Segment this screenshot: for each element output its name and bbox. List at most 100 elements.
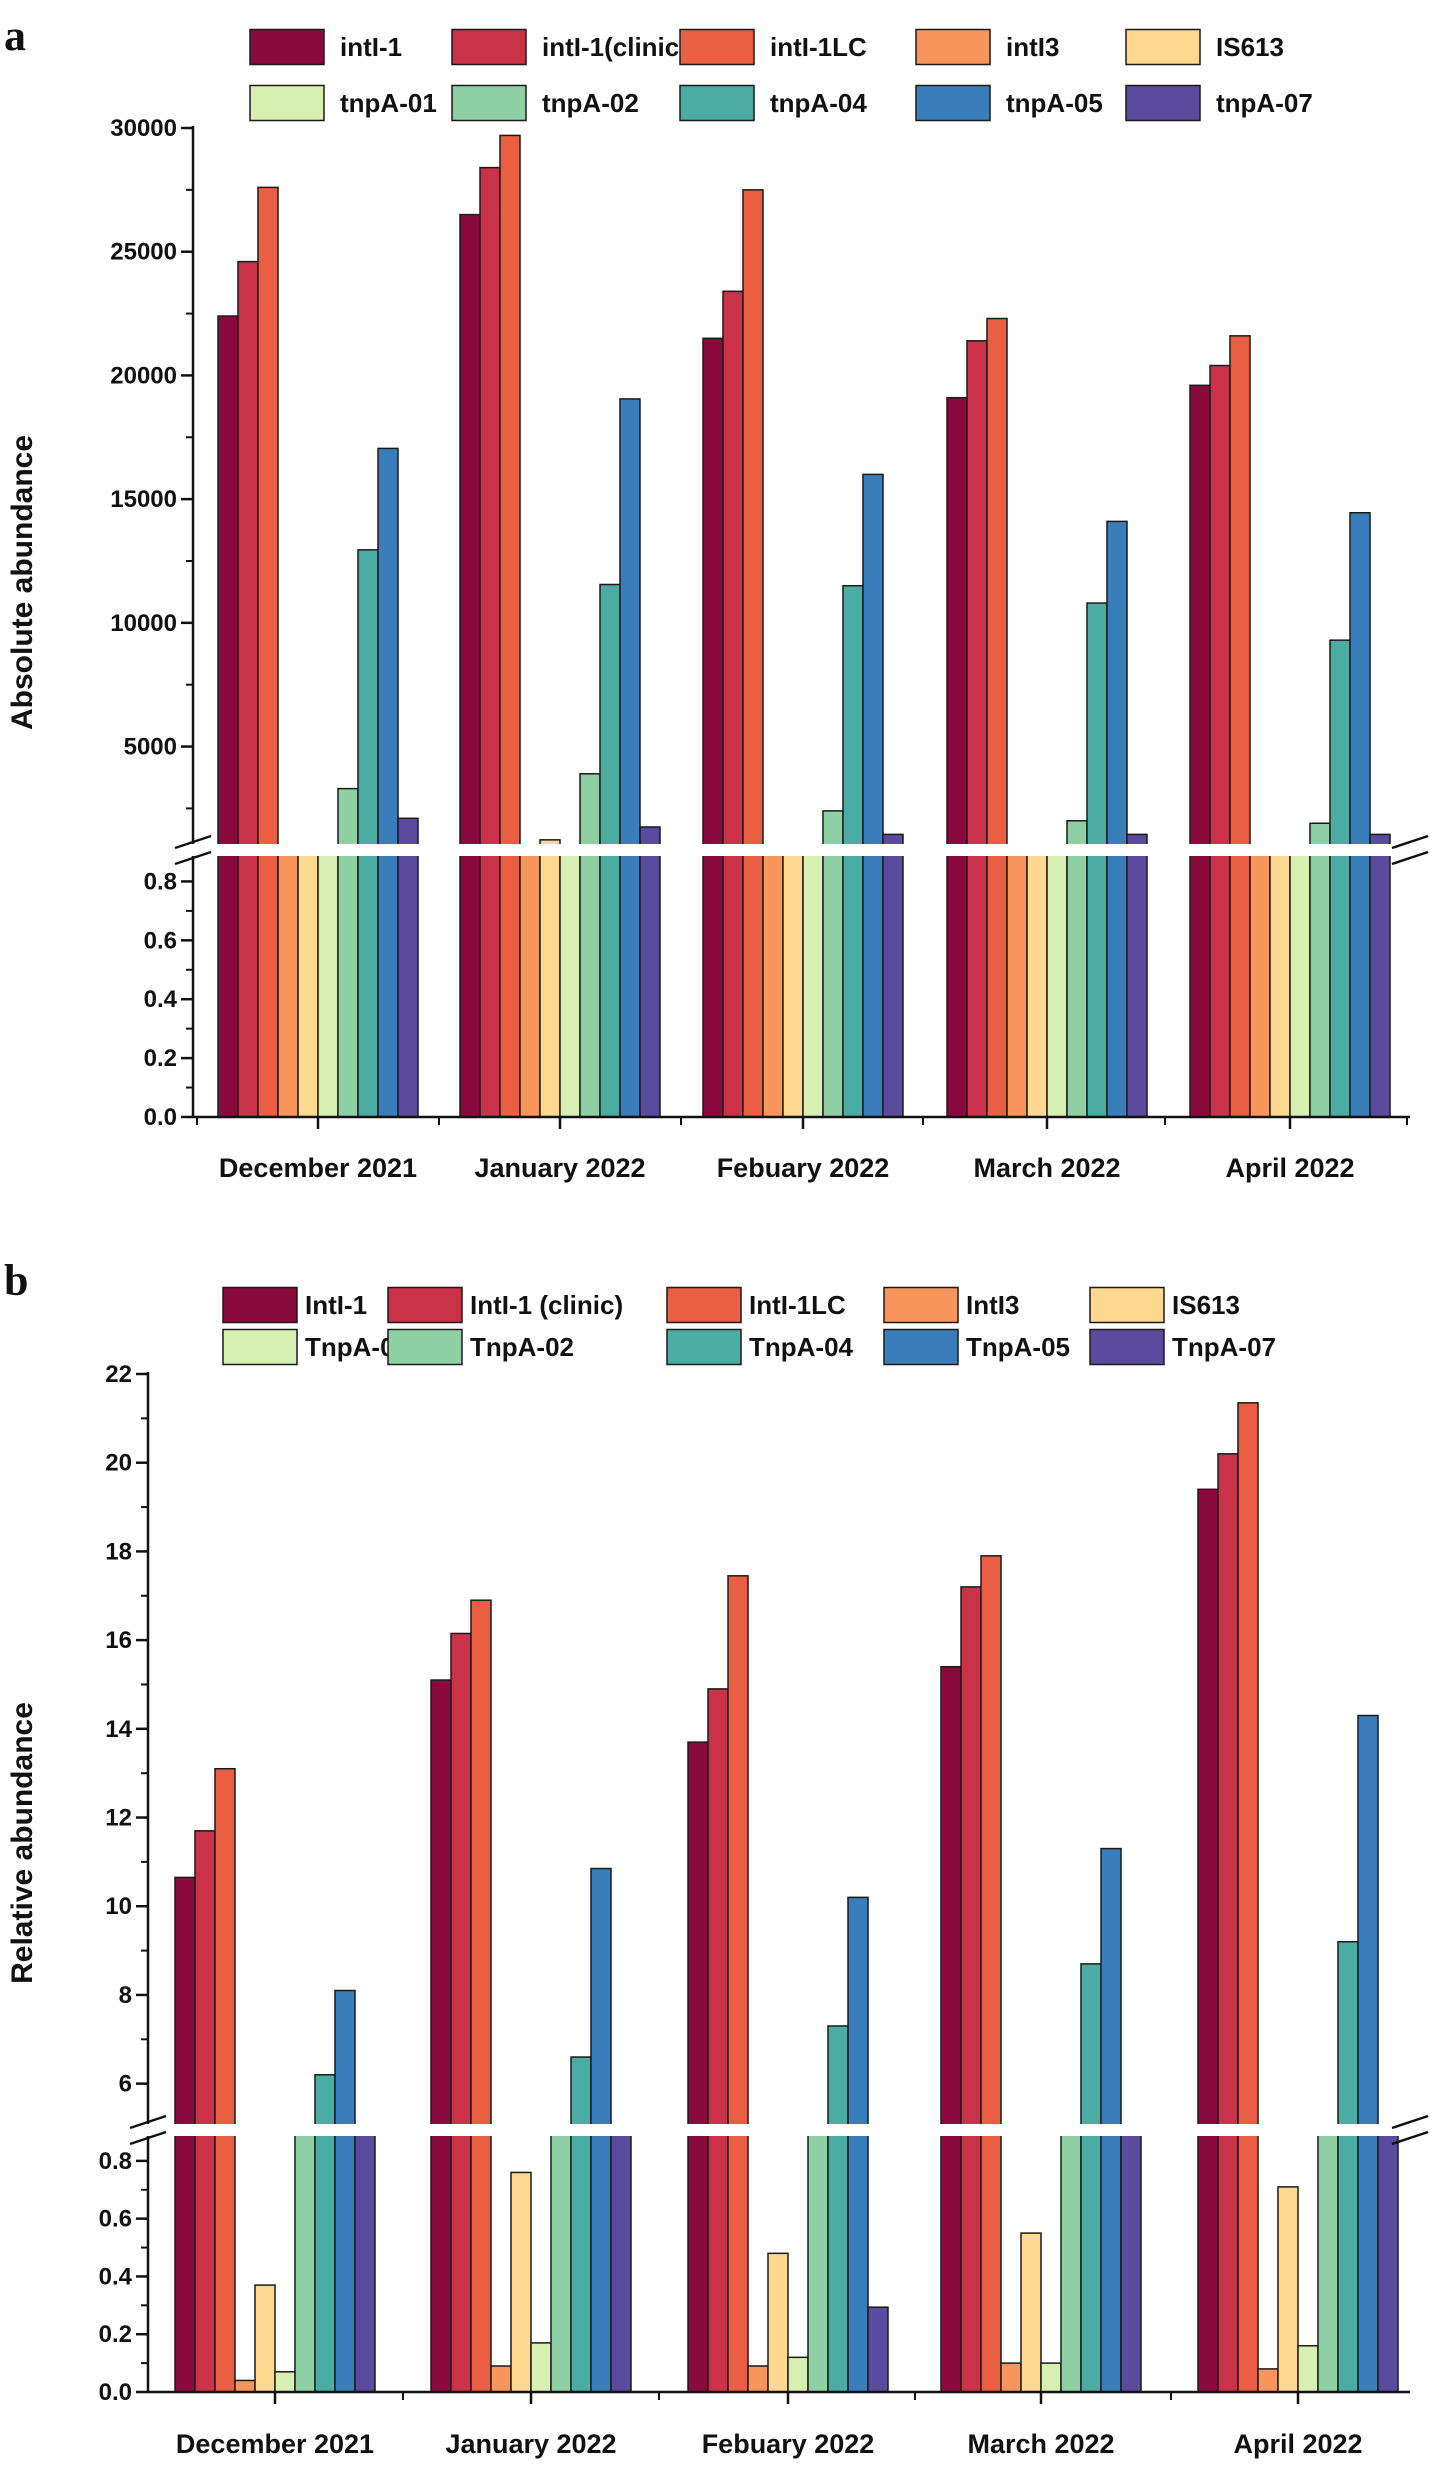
legend-label-IS613: IS613 bbox=[1172, 1290, 1240, 1320]
bar-intI-1(clinic)-4 bbox=[1209, 364, 1231, 1118]
legend-swatch-IntI-1LC bbox=[666, 1286, 742, 1324]
x-tick-label: December 2021 bbox=[219, 1153, 417, 1183]
y-tick-label-upper: 15000 bbox=[110, 486, 177, 513]
legend-label-tnpA-02: tnpA-02 bbox=[542, 88, 639, 118]
bar-tnpA-02-3 bbox=[1066, 820, 1088, 1118]
legend-swatch-IntI-1 (clinic) bbox=[387, 1286, 463, 1324]
x-tick-label: December 2021 bbox=[176, 2429, 374, 2459]
y-tick-label-lower: 0.4 bbox=[144, 986, 178, 1013]
bar-IntI-1LC-3 bbox=[980, 1555, 1002, 2393]
bar-intI-1LC-4 bbox=[1229, 335, 1251, 1118]
bar-tnpA-07-4 bbox=[1369, 833, 1391, 1118]
bar-TnpA-05-3 bbox=[1100, 1847, 1122, 2393]
bar-TnpA-02-3 bbox=[1060, 2131, 1082, 2393]
bar-intI-1LC-3 bbox=[986, 317, 1008, 1118]
y-tick-label-lower: 0.0 bbox=[99, 2379, 132, 2406]
bar-TnpA-02-2 bbox=[807, 2131, 829, 2393]
y-tick-label-lower: 0.6 bbox=[99, 2206, 132, 2233]
y-tick-label-upper: 22 bbox=[105, 1361, 132, 1388]
legend-label-TnpA-04: TnpA-04 bbox=[749, 1332, 854, 1362]
legend-swatch-IntI3 bbox=[883, 1286, 959, 1324]
legend-swatch-intI-1(clinic) bbox=[451, 28, 527, 66]
y-tick-label-upper: 20000 bbox=[110, 362, 177, 389]
bar-intI-1(clinic)-0 bbox=[237, 260, 259, 1118]
bar-intI-1(clinic)-3 bbox=[966, 340, 988, 1118]
legend-swatch-intI-1 bbox=[249, 28, 325, 66]
x-tick-label: April 2022 bbox=[1225, 1153, 1354, 1183]
bar-IntI-1 (clinic)-3 bbox=[960, 1586, 982, 2393]
bar-intI3-3 bbox=[1006, 851, 1028, 1118]
bar-TnpA-04-2 bbox=[827, 2025, 849, 2393]
legend-label-tnpA-04: tnpA-04 bbox=[770, 88, 867, 118]
bar-TnpA-01-0 bbox=[274, 2371, 296, 2393]
bar-IS613-3 bbox=[1020, 2232, 1042, 2393]
legend-label-IntI-1 (clinic): IntI-1 (clinic) bbox=[470, 1290, 623, 1320]
break-mark-0-bottom bbox=[129, 2130, 167, 2146]
break-mark-0-top bbox=[129, 2114, 167, 2130]
bar-IntI3-1 bbox=[490, 2365, 512, 2393]
bar-intI-1-4 bbox=[1189, 384, 1211, 1118]
y-tick-label-upper: 10 bbox=[105, 1893, 132, 1920]
break-mark-1-bottom bbox=[1391, 850, 1429, 866]
legend-label-intI-1LC: intI-1LC bbox=[770, 32, 867, 62]
bar-tnpA-07-2 bbox=[882, 833, 904, 1118]
legend-swatch-tnpA-07 bbox=[1125, 84, 1201, 122]
y-tick-label-lower: 0.2 bbox=[144, 1045, 177, 1072]
x-tick-label: April 2022 bbox=[1233, 2429, 1362, 2459]
x-tick-label: March 2022 bbox=[973, 1153, 1120, 1183]
legend-label-IS613: IS613 bbox=[1216, 32, 1284, 62]
legend-swatch-tnpA-05 bbox=[915, 84, 991, 122]
legend-label-tnpA-01: tnpA-01 bbox=[340, 88, 437, 118]
bar-intI-1-2 bbox=[702, 337, 724, 1118]
y-tick-label-lower: 0.8 bbox=[99, 2148, 132, 2175]
y-axis-title: Relative abundance bbox=[6, 1702, 39, 1984]
bar-IS613-2 bbox=[782, 849, 804, 1118]
bar-IntI3-3 bbox=[1000, 2362, 1022, 2393]
bar-intI3-4 bbox=[1249, 851, 1271, 1118]
bar-IS613-3 bbox=[1026, 852, 1048, 1118]
bar-intI-1LC-0 bbox=[257, 186, 279, 1118]
legend-label-tnpA-05: tnpA-05 bbox=[1006, 88, 1103, 118]
bar-TnpA-05-2 bbox=[847, 1896, 869, 2393]
bar-IntI-1LC-4 bbox=[1237, 1402, 1259, 2393]
break-mark-0-top bbox=[174, 834, 212, 850]
bar-IS613-4 bbox=[1277, 2186, 1299, 2393]
bar-tnpA-02-2 bbox=[822, 810, 844, 1118]
x-tick-label: January 2022 bbox=[445, 2429, 616, 2459]
bar-TnpA-04-4 bbox=[1337, 1940, 1359, 2393]
bar-tnpA-04-4 bbox=[1329, 639, 1351, 1118]
legend-label-TnpA-07: TnpA-07 bbox=[1172, 1332, 1276, 1362]
bar-tnpA-05-1 bbox=[619, 398, 641, 1118]
y-tick-label-upper: 16 bbox=[105, 1627, 132, 1654]
bar-IntI-1LC-0 bbox=[214, 1767, 236, 2393]
break-mark-1-top bbox=[1391, 2114, 1429, 2130]
bar-TnpA-02-0 bbox=[294, 2131, 316, 2393]
bar-IntI-1-1 bbox=[430, 1679, 452, 2393]
legend-swatch-IS613 bbox=[1089, 1286, 1165, 1324]
bar-TnpA-02-1 bbox=[550, 2131, 572, 2393]
axis-break-gap bbox=[163, 844, 1440, 856]
legend-swatch-tnpA-02 bbox=[451, 84, 527, 122]
bar-intI-1-1 bbox=[459, 213, 481, 1118]
legend-swatch-TnpA-02 bbox=[387, 1328, 463, 1366]
bar-tnpA-02-1 bbox=[579, 773, 601, 1118]
bar-IntI-1 (clinic)-0 bbox=[194, 1830, 216, 2393]
bar-intI-1(clinic)-2 bbox=[722, 290, 744, 1118]
y-tick-label-lower: 0.0 bbox=[144, 1104, 177, 1131]
bar-TnpA-05-4 bbox=[1357, 1714, 1379, 2393]
bar-TnpA-01-3 bbox=[1040, 2362, 1062, 2393]
bar-IS613-0 bbox=[297, 848, 319, 1118]
bar-IntI-1 (clinic)-2 bbox=[707, 1688, 729, 2393]
panel-label-b: b bbox=[4, 1256, 28, 1305]
bar-tnpA-02-0 bbox=[337, 787, 359, 1118]
bar-TnpA-07-1 bbox=[610, 2131, 632, 2393]
bar-intI3-2 bbox=[762, 851, 784, 1118]
x-tick-label: Febuary 2022 bbox=[717, 1153, 890, 1183]
legend-swatch-intI-1LC bbox=[679, 28, 755, 66]
legend-label-intI-1(clinic): intI-1(clinic) bbox=[542, 32, 688, 62]
bar-tnpA-01-0 bbox=[317, 851, 339, 1118]
panel-b: 6 8 10 12 14 16 18 20 22 0.0 0.2 0.4 0.6 0.8 December … bbox=[6, 1286, 1440, 2459]
bar-TnpA-07-0 bbox=[354, 2131, 376, 2393]
bar-tnpA-01-3 bbox=[1046, 851, 1068, 1118]
